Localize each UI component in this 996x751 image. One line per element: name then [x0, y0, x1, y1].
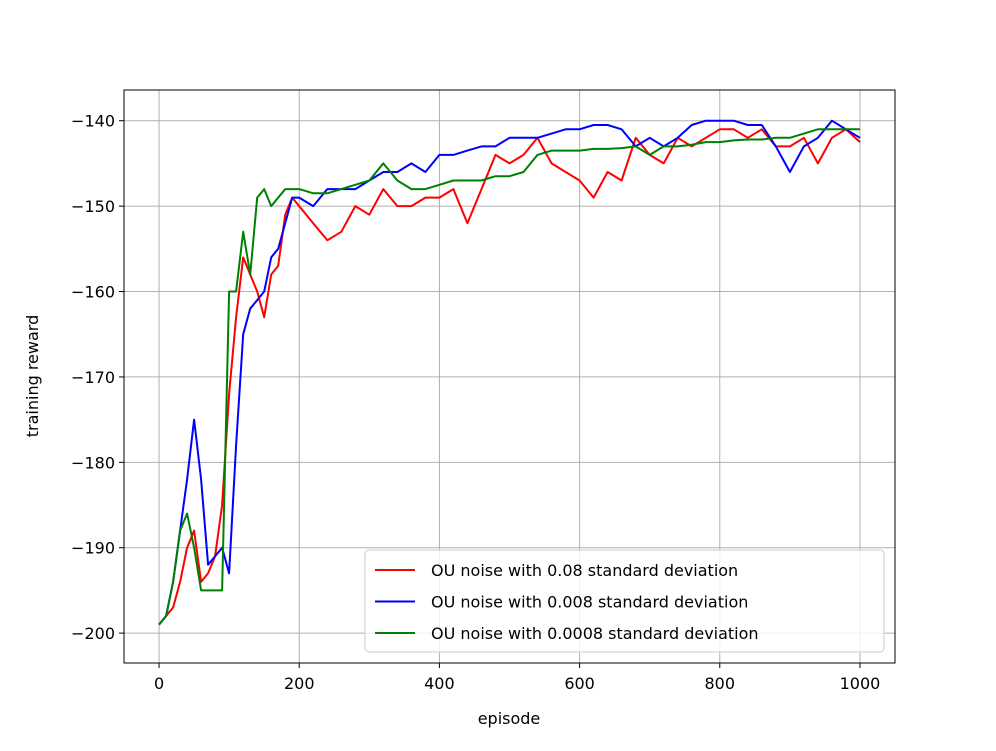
x-tick-label: 200: [284, 674, 315, 693]
series-line: [158, 128, 861, 626]
x-tick-label: 600: [564, 674, 595, 693]
y-tick-label: −190: [71, 539, 115, 558]
y-tick-label: −180: [71, 453, 115, 472]
legend-label: OU noise with 0.08 standard deviation: [431, 561, 738, 580]
x-tick-label: 800: [704, 674, 735, 693]
y-tick-label: −170: [71, 368, 115, 387]
x-tick-label: 1000: [840, 674, 881, 693]
legend-box: [364, 549, 885, 653]
y-tick-label: −140: [71, 112, 115, 131]
legend-label: OU noise with 0.008 standard deviation: [431, 593, 748, 612]
y-axis-label: training reward: [23, 315, 42, 437]
y-tick-label: −200: [71, 624, 115, 643]
x-tick-label: 0: [154, 674, 164, 693]
x-tick-label: 400: [424, 674, 455, 693]
series-line: [158, 128, 860, 626]
y-tick-label: −150: [71, 197, 115, 216]
legend-label: OU noise with 0.0008 standard deviation: [431, 624, 759, 643]
x-axis-label: episode: [478, 709, 541, 728]
series-line: [158, 119, 861, 626]
y-tick-label: −160: [71, 283, 115, 302]
plot-frame: [123, 89, 896, 664]
